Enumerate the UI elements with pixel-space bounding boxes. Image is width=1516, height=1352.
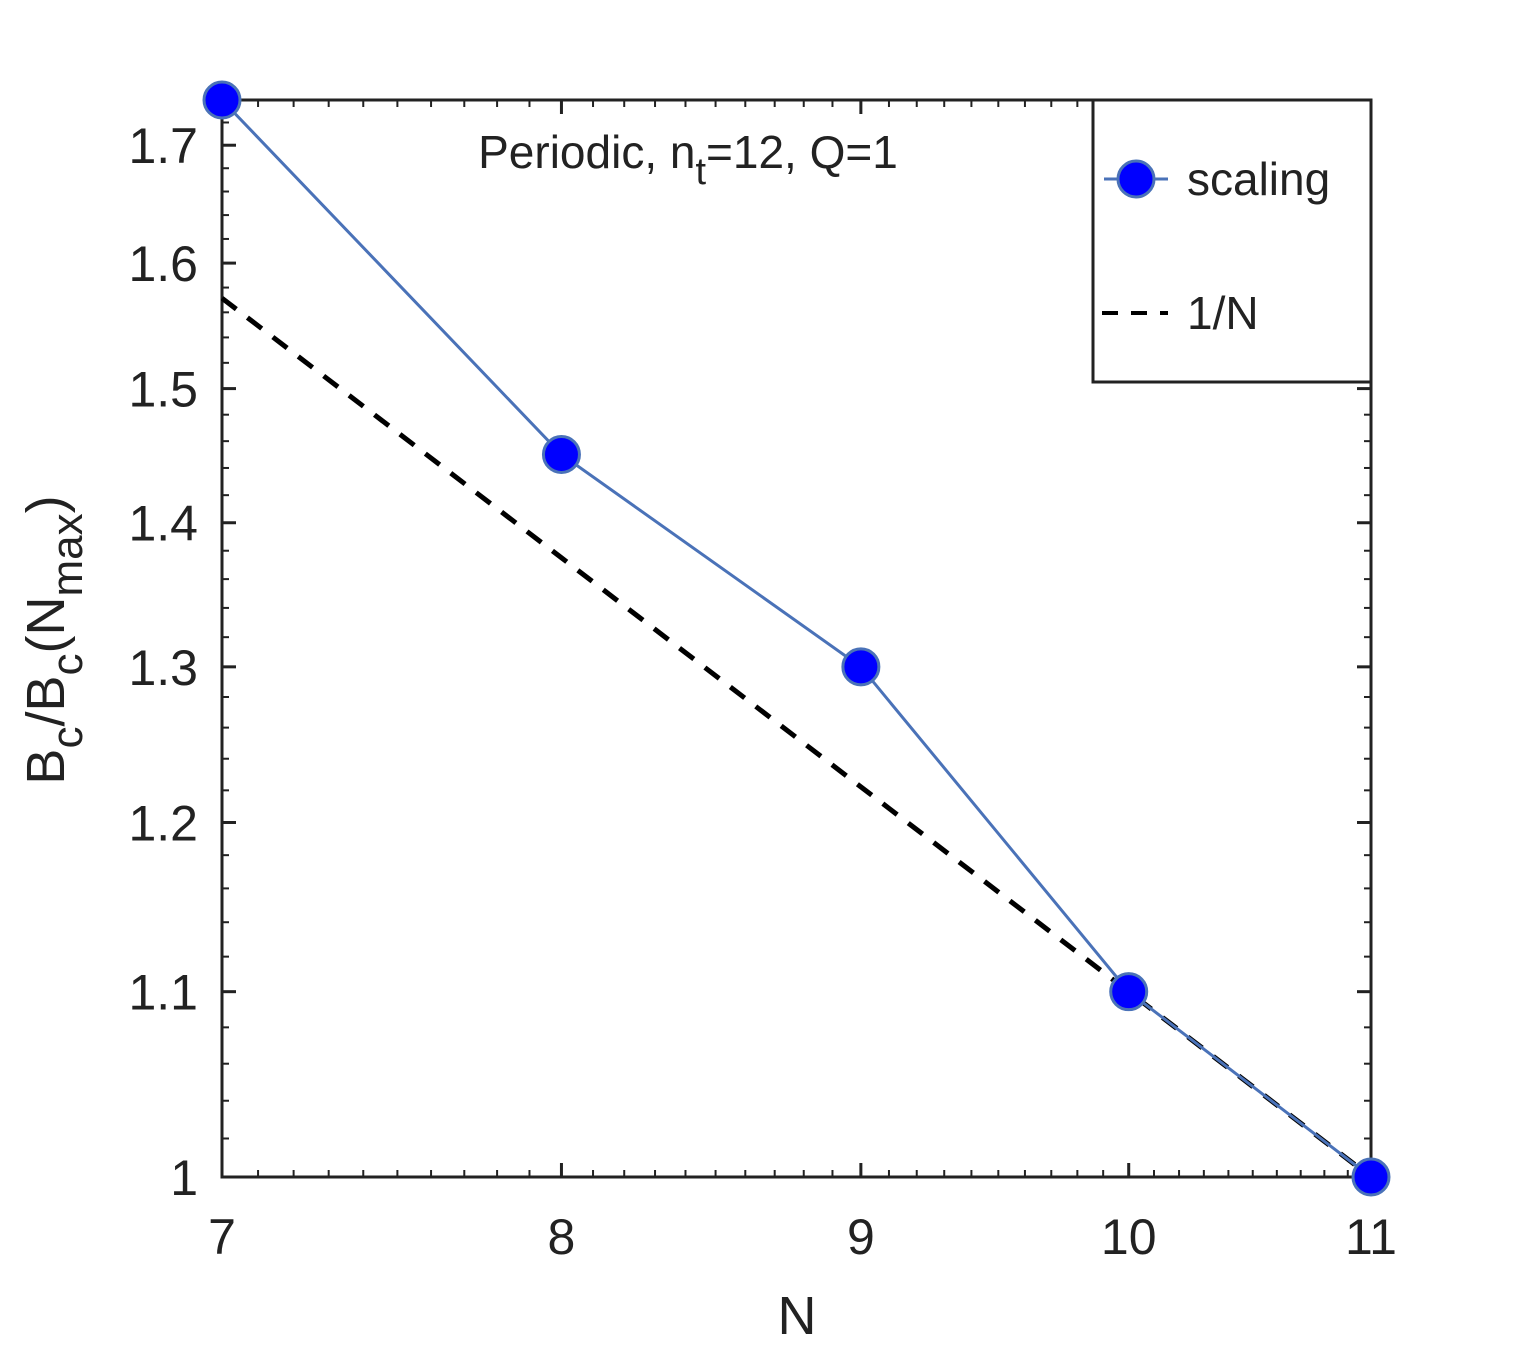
y-tick-label: 1 bbox=[170, 1150, 198, 1206]
x-tick-label: 11 bbox=[1345, 1209, 1397, 1265]
x-tick-label: 9 bbox=[847, 1209, 875, 1265]
chart-title: Periodic, nt=12, Q=1 bbox=[478, 126, 898, 193]
x-tick-label: 10 bbox=[1101, 1209, 1157, 1265]
y-tick-labels: 1 1.1 1.2 1.3 1.4 1.5 1.6 1.7 bbox=[128, 118, 198, 1206]
series-1-over-n-line bbox=[220, 296, 1373, 1179]
y-tick-label: 1.7 bbox=[128, 118, 198, 174]
legend: scaling 1/N bbox=[1091, 98, 1373, 384]
legend-scaling-marker bbox=[1116, 159, 1156, 199]
legend-scaling-label: scaling bbox=[1187, 153, 1330, 205]
x-tick-labels: 7 8 9 10 11 bbox=[208, 1209, 1397, 1265]
y-tick-label: 1.5 bbox=[128, 362, 198, 418]
plot-area bbox=[220, 98, 1373, 1179]
scaling-point bbox=[1351, 1157, 1391, 1197]
y-tick-label: 1.2 bbox=[128, 795, 198, 851]
series-layer bbox=[202, 80, 1391, 1197]
scaling-point bbox=[541, 435, 581, 475]
x-axis-label: N bbox=[778, 1286, 817, 1346]
y-axis-label: Bc/Bc(Nmax) bbox=[16, 495, 92, 784]
legend-1-over-n-label: 1/N bbox=[1187, 287, 1259, 339]
y-tick-label: 1.3 bbox=[128, 640, 198, 696]
y-tick-label: 1.6 bbox=[128, 236, 198, 292]
scaling-point bbox=[202, 80, 242, 120]
legend-box bbox=[1091, 98, 1373, 384]
scaling-point bbox=[841, 647, 881, 687]
y-tick-label: 1.4 bbox=[128, 496, 198, 552]
scaling-point bbox=[1109, 972, 1149, 1012]
y-tick-label: 1.1 bbox=[128, 965, 198, 1021]
x-tick-label: 8 bbox=[548, 1209, 576, 1265]
x-tick-label: 7 bbox=[208, 1209, 236, 1265]
